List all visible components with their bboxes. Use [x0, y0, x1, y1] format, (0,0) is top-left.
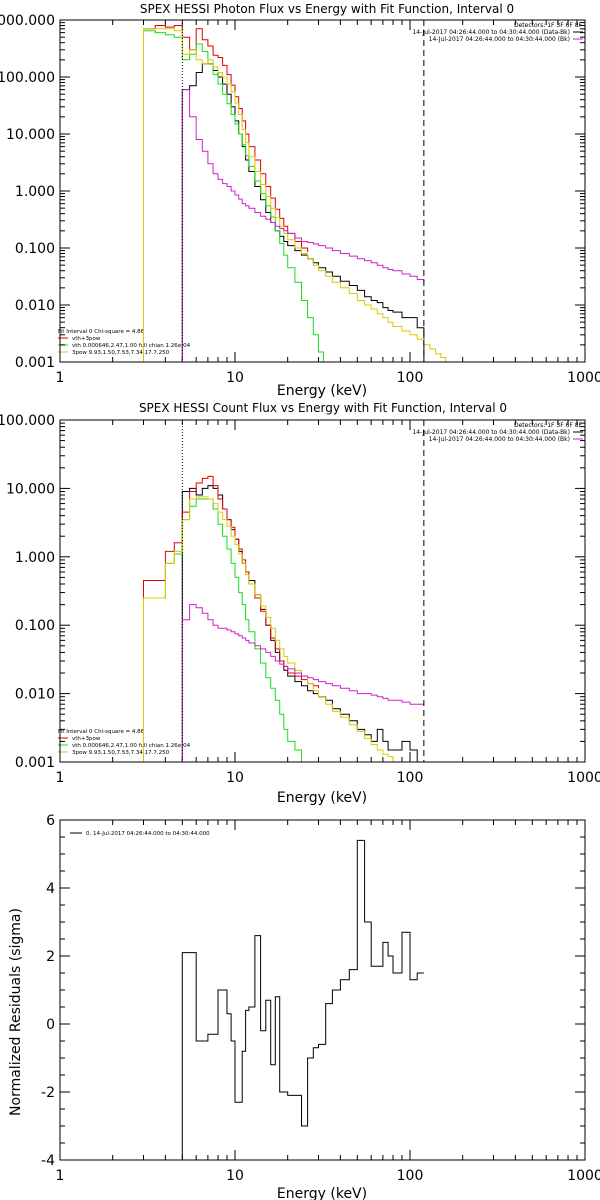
count-flux-panel: SPEX HESSI Count Flux vs Energy with Fit… [58, 401, 583, 806]
series-line-magenta [181, 89, 425, 362]
x-tick-label: 1000 [567, 370, 600, 386]
photon-flux-panel: SPEX HESSI Photon Flux vs Energy with Fi… [58, 2, 583, 399]
series-line-black [181, 485, 424, 762]
y-tick-label: 0.100 [15, 618, 55, 634]
legend-entry-vth-3pow: vth+3pow [72, 336, 101, 342]
legend-title: Fit Interval 0 Chi-square = 4.86 [58, 729, 145, 735]
series-line-black [181, 839, 424, 1160]
y-tick-label: 4 [46, 881, 55, 897]
y-tick-label: -2 [41, 1085, 55, 1101]
header-line-bk: 14-Jul-2017 04:26:44.000 to 04:30:44.000… [429, 436, 570, 443]
y-tick-label: 0.001 [15, 355, 55, 371]
x-tick-label: 1 [56, 1168, 65, 1184]
legend-entry-vth-3pow: vth+3pow [72, 736, 101, 742]
plot-frame [59, 419, 586, 763]
x-axis-label: Energy (keV) [277, 383, 367, 399]
plot-area-1: 1 10 100 1000 0.001 0.010 0.100 1.000 10.000 100.… [0, 413, 600, 786]
x-axis-label: Energy (keV) [277, 1186, 367, 1200]
series-line-red [143, 475, 319, 762]
legend-entry-vth: vth 0.000646,2.47,1.00 full chian 1.26e-… [72, 743, 191, 749]
chart-title: SPEX HESSI Count Flux vs Energy with Fit… [139, 401, 507, 415]
series-group [143, 475, 424, 762]
plot-area-2: 1 10 100 1000 -4 -2 0 2 4 6 [41, 813, 600, 1184]
header-line-bk: 14-Jul-2017 04:26:44.000 to 04:30:44.000… [429, 36, 570, 43]
x-tick-label: 100 [397, 1168, 424, 1184]
y-tick-label: 10.000 [6, 127, 55, 143]
legend-entry-3pow: 3pow 9.93,1.50,7.53,7.34,17.7,250 [72, 750, 170, 756]
x-tick-label: 1 [56, 370, 65, 386]
x-tick-label: 10 [226, 1168, 244, 1184]
y-tick-label: 1000.000 [0, 13, 55, 29]
y-tick-label: 1.000 [15, 184, 55, 200]
plot-area-0: 1 10 100 1000 0.001 0.010 0.100 1.000 10.000 100.… [0, 13, 600, 386]
series-group [181, 839, 424, 1160]
series-line-yellow [143, 496, 418, 762]
series-line-red [143, 25, 309, 362]
y-tick-label: 6 [46, 813, 55, 829]
y-axis-label: Normalized Residuals (sigma) [8, 908, 24, 1116]
y-tick-label: 0.100 [15, 241, 55, 257]
y-tick-label: 2 [46, 949, 55, 965]
plot-frame [59, 819, 586, 1161]
y-tick-label: 1.000 [15, 550, 55, 566]
x-axis-label: Energy (keV) [277, 790, 367, 806]
y-tick-label: 0.001 [15, 755, 55, 771]
header-block: Detectors: 1F 3F 6F 8F 14-Jul-2017 04:26… [412, 422, 583, 443]
y-tick-label: 100.000 [0, 70, 55, 86]
header-block: Detectors: 1F 3F 6F 8F 14-Jul-2017 04:26… [412, 22, 583, 43]
x-tick-label: 1000 [567, 770, 600, 786]
header-line-data: 14-Jul-2017 04:26:44.000 to 04:30:44.000… [412, 429, 570, 436]
plot-frame [59, 19, 586, 363]
x-tick-label: 10 [226, 370, 244, 386]
y-tick-label: -4 [41, 1153, 55, 1169]
x-tick-label: 100 [397, 770, 424, 786]
legend-entry: 0. 14-Jul-2017 04:26:44.000 to 04:30:44.… [86, 831, 210, 837]
y-tick-label: 0.010 [15, 687, 55, 703]
detectors-label: Detectors: 1F 3F 6F 8F [514, 22, 583, 29]
series-line-yellow [143, 28, 453, 362]
residuals-panel: 0. 14-Jul-2017 04:26:44.000 to 04:30:44.… [8, 831, 367, 1200]
legend: Fit Interval 0 Chi-square = 4.86 vth+3po… [58, 329, 191, 356]
legend: 0. 14-Jul-2017 04:26:44.000 to 04:30:44.… [70, 831, 210, 837]
y-tick-label: 100.000 [0, 413, 55, 429]
legend-entry-vth: vth 0.000646,2.47,1.00 full chian 1.26e-… [72, 343, 191, 349]
series-line-green [143, 30, 324, 362]
x-tick-label: 100 [397, 370, 424, 386]
header-line-data: 14-Jul-2017 04:26:44.000 to 04:30:44.000… [412, 29, 570, 36]
detectors-label: Detectors: 1F 3F 6F 8F [514, 422, 583, 429]
legend-entry-3pow: 3pow 9.93,1.50,7.53,7.34,17.7,250 [72, 350, 170, 356]
x-tick-label: 1 [56, 770, 65, 786]
y-tick-label: 10.000 [6, 481, 55, 497]
y-tick-label: 0 [46, 1017, 55, 1033]
y-tick-label: 0.010 [15, 298, 55, 314]
series-line-black [181, 63, 425, 362]
series-line-magenta [181, 604, 424, 762]
x-tick-label: 1000 [567, 1168, 600, 1184]
series-group [143, 25, 453, 362]
legend: Fit Interval 0 Chi-square = 4.86 vth+3po… [58, 729, 191, 756]
series-line-green [143, 498, 308, 762]
legend-title: Fit Interval 0 Chi-square = 4.86 [58, 329, 145, 335]
chart-title: SPEX HESSI Photon Flux vs Energy with Fi… [140, 2, 514, 16]
x-tick-label: 10 [226, 770, 244, 786]
